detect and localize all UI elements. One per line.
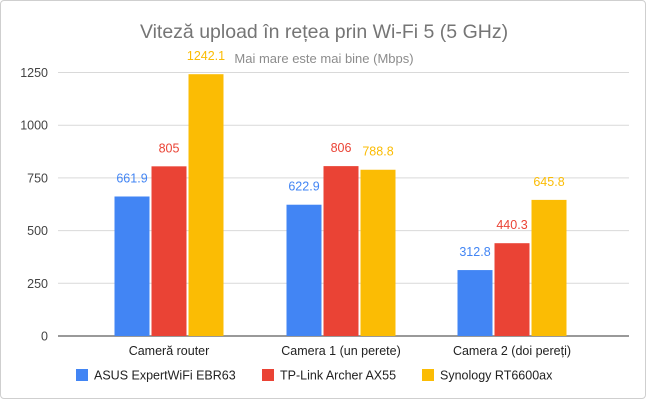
data-label: 645.8 [533,175,564,189]
bar [114,196,150,336]
y-tick-label: 0 [41,330,48,344]
y-tick-label: 1250 [20,66,48,80]
x-tick-label: Camera 1 (un perete) [281,344,401,358]
bar [494,243,530,336]
y-tick-label: 500 [27,224,48,238]
data-label: 312.8 [459,245,490,259]
legend-swatch [76,369,88,381]
data-label: 806 [331,141,352,155]
bar [457,270,493,336]
data-label: 1242.1 [187,49,225,63]
bar [360,169,396,336]
data-label: 805 [159,141,180,155]
legend: ASUS ExpertWiFi EBR63 TP-Link Archer AX55… [76,369,553,383]
bar [188,74,224,336]
chart-title: Viteză upload în rețea prin Wi-Fi 5 (5 G… [140,21,508,43]
data-labels: 661.9 805 1242.1 622.9 806 788.8 312.8 440.3 645… [116,49,564,259]
y-tick-label: 1000 [20,119,48,133]
bar [531,199,567,336]
y-tick-label: 250 [27,277,48,291]
chart-subtitle: Mai mare este mai bine (Mbps) [234,51,413,66]
legend-swatch [422,369,434,381]
legend-swatch [262,369,274,381]
data-label: 440.3 [496,218,527,232]
bars [114,74,567,336]
legend-label: TP-Link Archer AX55 [280,369,396,383]
data-label: 622.9 [288,180,319,194]
bar [286,204,322,336]
x-axis: Cameră router Camera 1 (un perete) Camera … [129,344,571,358]
y-tick-label: 750 [27,171,48,185]
bar [323,166,359,336]
data-label: 788.8 [362,145,393,159]
bar [151,166,187,336]
data-label: 661.9 [116,171,147,185]
x-tick-label: Camera 2 (doi pereți) [453,344,571,358]
x-tick-label: Cameră router [129,344,210,358]
legend-label: Synology RT6600ax [440,369,553,383]
legend-label: ASUS ExpertWiFi EBR63 [94,369,236,383]
y-axis: 0 250 500 750 1000 1250 [20,66,48,343]
